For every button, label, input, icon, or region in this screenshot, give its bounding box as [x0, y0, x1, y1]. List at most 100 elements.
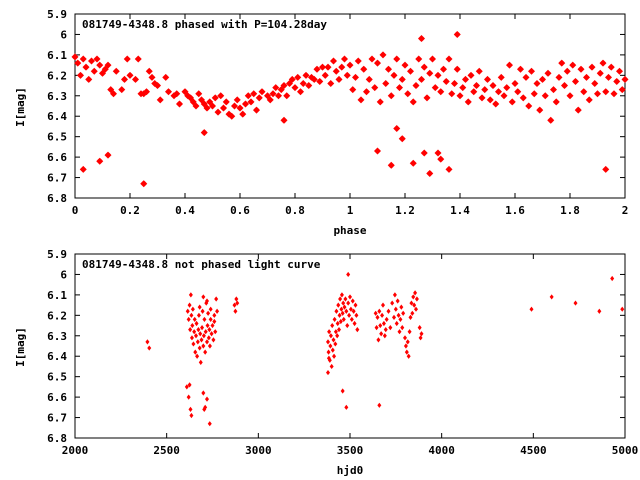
- data-point: [143, 88, 150, 96]
- data-point: [220, 104, 227, 112]
- data-point: [302, 71, 310, 79]
- data-point: [511, 80, 519, 88]
- data-point: [340, 310, 345, 316]
- data-point: [396, 84, 403, 92]
- data-point: [326, 349, 331, 355]
- data-point: [253, 106, 260, 114]
- data-point: [294, 73, 302, 81]
- data-point: [387, 161, 395, 169]
- data-point: [200, 325, 205, 331]
- data-point: [528, 67, 535, 75]
- data-point: [585, 96, 593, 104]
- data-point: [354, 57, 362, 65]
- data-point: [495, 88, 502, 96]
- data-point: [569, 61, 577, 69]
- data-point: [203, 104, 211, 112]
- data-point: [140, 180, 148, 188]
- data-point: [420, 63, 428, 71]
- data-point: [206, 335, 211, 341]
- data-point: [349, 86, 357, 94]
- data-point: [379, 331, 384, 337]
- data-point: [376, 98, 384, 106]
- data-point: [347, 312, 352, 318]
- data-point: [335, 320, 340, 327]
- y-tick-label: 6: [60, 268, 67, 281]
- data-point: [351, 308, 356, 314]
- data-point: [417, 325, 422, 331]
- data-point: [343, 71, 351, 79]
- y-tick-label: 6.5: [47, 131, 67, 144]
- data-point: [211, 94, 219, 102]
- data-point: [335, 75, 343, 83]
- data-point: [198, 331, 203, 337]
- data-point: [112, 67, 120, 75]
- data-point: [222, 98, 230, 106]
- data-point: [550, 86, 557, 94]
- data-point: [605, 73, 612, 81]
- data-point: [374, 59, 381, 67]
- data-point: [201, 294, 206, 300]
- x-tick-label: 0.8: [285, 204, 305, 217]
- data-point: [154, 82, 161, 90]
- data-point: [176, 100, 183, 108]
- data-point: [239, 110, 247, 118]
- data-point: [202, 406, 207, 412]
- data-point: [212, 318, 217, 325]
- data-point: [393, 124, 401, 132]
- data-point: [334, 308, 339, 314]
- data-point: [337, 312, 342, 318]
- data-point: [173, 90, 181, 98]
- data-point: [205, 322, 210, 329]
- data-point: [379, 51, 387, 59]
- data-point: [345, 322, 350, 329]
- data-point: [207, 343, 212, 349]
- data-point: [208, 306, 213, 312]
- data-point: [339, 292, 344, 298]
- data-point: [530, 90, 538, 98]
- data-point: [442, 77, 450, 85]
- data-point: [473, 82, 480, 90]
- data-point: [456, 92, 464, 100]
- x-axis-label: hjd0: [337, 464, 364, 477]
- data-point: [393, 55, 401, 63]
- data-point: [481, 86, 489, 94]
- data-point: [346, 300, 351, 306]
- data-point: [247, 98, 255, 106]
- data-point: [258, 88, 266, 96]
- data-point: [539, 75, 546, 83]
- y-tick-label: 6.2: [47, 309, 67, 322]
- data-point: [406, 353, 411, 359]
- y-tick-label: 6.8: [47, 192, 67, 205]
- data-point: [475, 67, 483, 75]
- y-tick-label: 6: [60, 28, 67, 41]
- data-point: [414, 296, 419, 302]
- data-point: [382, 333, 387, 339]
- plot-frame: [74, 13, 626, 199]
- data-point: [363, 88, 370, 96]
- data-point: [395, 298, 400, 304]
- x-tick-label: 4500: [520, 444, 547, 457]
- y-tick-label: 6.3: [47, 330, 67, 343]
- data-point: [235, 300, 240, 306]
- data-point: [401, 61, 409, 69]
- data-point: [187, 302, 192, 308]
- data-point: [201, 343, 206, 349]
- data-point: [607, 63, 615, 71]
- data-point: [215, 308, 220, 314]
- data-point: [121, 75, 128, 83]
- data-point: [390, 300, 395, 306]
- data-point: [201, 333, 206, 339]
- data-point: [616, 67, 623, 75]
- data-point: [233, 308, 238, 314]
- chart-title: 081749-4348.8 not phased light curve: [82, 258, 321, 271]
- data-point: [378, 322, 383, 329]
- data-point: [186, 316, 191, 323]
- data-point: [77, 71, 84, 79]
- data-point: [371, 84, 379, 92]
- data-point: [563, 67, 571, 75]
- data-point: [566, 92, 574, 100]
- data-point: [555, 73, 563, 81]
- data-point: [201, 390, 206, 396]
- data-point: [195, 90, 203, 98]
- data-point: [335, 333, 340, 339]
